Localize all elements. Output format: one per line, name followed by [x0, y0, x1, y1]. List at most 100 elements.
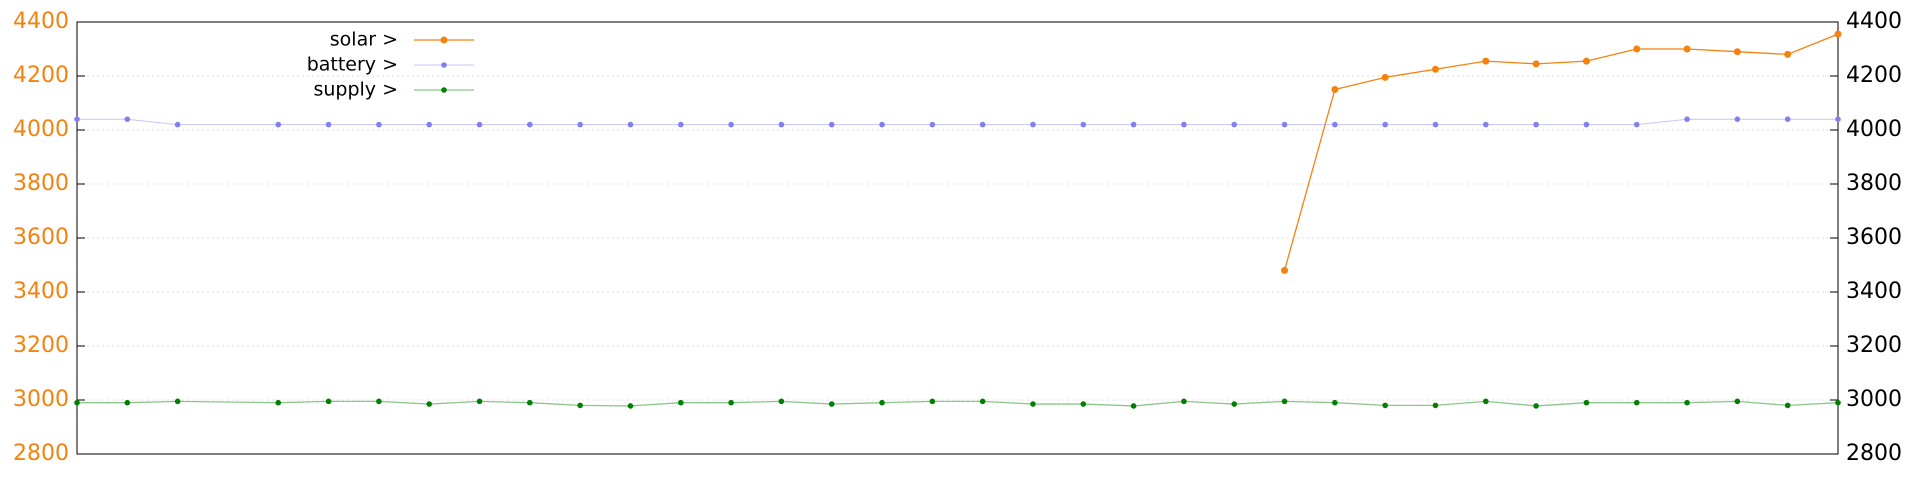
- data-point: [376, 398, 382, 405]
- legend-label: supply >: [313, 79, 398, 101]
- data-point: [1281, 121, 1288, 128]
- data-point: [1332, 121, 1338, 128]
- data-point: [1733, 48, 1741, 56]
- legend-label: battery >: [307, 54, 398, 76]
- data-point: [828, 401, 835, 407]
- y-tick-label: 2800: [13, 441, 69, 466]
- data-point: [376, 121, 382, 128]
- y2-tick-label: 3800: [1846, 171, 1902, 196]
- data-point: [1432, 121, 1439, 128]
- y2-tick-label: 3400: [1846, 279, 1902, 304]
- y2-tick-label: 3200: [1846, 333, 1902, 358]
- data-point: [1834, 30, 1842, 38]
- data-point: [577, 402, 583, 409]
- data-point: [778, 121, 785, 128]
- data-point: [1332, 399, 1338, 406]
- data-point: [1030, 401, 1036, 407]
- y2-tick-label: 3600: [1846, 225, 1902, 250]
- data-point: [74, 399, 80, 406]
- data-point: [1532, 60, 1540, 68]
- data-point: [527, 121, 533, 128]
- series-line: [77, 118, 1838, 126]
- y-tick-label: 3200: [13, 333, 69, 358]
- data-point: [174, 398, 181, 405]
- data-point: [1231, 401, 1238, 407]
- y2-tick-label: 3000: [1846, 387, 1902, 412]
- y-tick-label: 3000: [13, 387, 69, 412]
- data-point: [1582, 57, 1590, 65]
- data-point: [1633, 45, 1641, 53]
- data-point: [627, 403, 634, 409]
- legend-label: solar >: [330, 29, 398, 51]
- data-point: [979, 121, 986, 128]
- data-point: [728, 121, 734, 128]
- data-point: [1784, 402, 1791, 409]
- data-point: [1382, 402, 1388, 409]
- data-point: [1130, 403, 1137, 409]
- data-point: [1684, 399, 1690, 406]
- data-point: [1130, 121, 1137, 128]
- data-point: [426, 401, 433, 407]
- series-line: [1283, 33, 1839, 271]
- data-point: [1080, 121, 1087, 128]
- data-point: [627, 121, 634, 128]
- data-point: [1231, 121, 1238, 128]
- y2-tick-label: 4400: [1846, 9, 1902, 34]
- data-point: [1281, 398, 1288, 405]
- data-point: [1835, 116, 1841, 122]
- data-point: [527, 399, 533, 406]
- data-point: [1080, 401, 1087, 407]
- y2-tick-label: 4000: [1846, 117, 1902, 142]
- data-point: [1281, 266, 1289, 274]
- legend-marker: [441, 62, 447, 68]
- y2-tick-label: 2800: [1846, 441, 1902, 466]
- series-line: [77, 400, 1839, 407]
- data-point: [1734, 116, 1741, 122]
- plot-frame: [76, 21, 1839, 455]
- data-point: [476, 121, 483, 128]
- data-point: [577, 121, 583, 128]
- legend-marker: [440, 36, 448, 44]
- data-point: [1784, 50, 1792, 58]
- data-point: [1483, 121, 1489, 128]
- data-point: [1633, 121, 1640, 128]
- data-point: [879, 399, 885, 406]
- y-tick-label: 3400: [13, 279, 69, 304]
- data-point: [1734, 398, 1741, 405]
- data-point: [1483, 398, 1489, 405]
- y-tick-label: 4000: [13, 117, 69, 142]
- data-point: [677, 399, 684, 406]
- data-point: [426, 121, 433, 128]
- data-point: [1533, 403, 1539, 409]
- data-point: [1683, 45, 1691, 53]
- y-tick-label: 3600: [13, 225, 69, 250]
- data-point: [1533, 121, 1539, 128]
- data-point: [275, 399, 282, 406]
- data-point: [275, 121, 282, 128]
- legend-marker: [441, 87, 447, 93]
- data-point: [1633, 399, 1640, 406]
- y-tick-label: 3800: [13, 171, 69, 196]
- data-point: [124, 116, 131, 122]
- data-point: [1381, 73, 1389, 81]
- data-point: [1784, 116, 1791, 122]
- data-point: [1382, 121, 1388, 128]
- data-point: [1583, 399, 1590, 406]
- data-point: [1030, 121, 1036, 128]
- y-tick-label: 4200: [13, 63, 69, 88]
- data-point: [677, 121, 684, 128]
- data-point: [74, 116, 80, 122]
- data-point: [1331, 86, 1339, 93]
- data-point: [174, 121, 181, 128]
- data-point: [979, 398, 986, 405]
- data-point: [929, 398, 936, 405]
- data-point: [1181, 121, 1187, 128]
- data-point: [929, 121, 936, 128]
- y2-tick-label: 4200: [1846, 63, 1902, 88]
- data-point: [1482, 57, 1490, 65]
- data-point: [1684, 116, 1690, 122]
- y-tick-label: 4400: [13, 9, 69, 34]
- data-point: [325, 121, 332, 128]
- data-point: [1432, 402, 1439, 409]
